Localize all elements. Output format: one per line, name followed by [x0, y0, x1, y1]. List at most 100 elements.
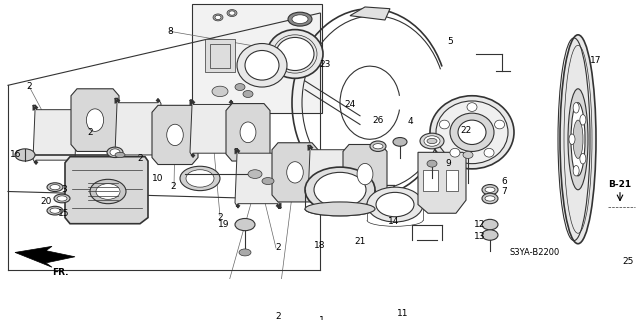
Ellipse shape: [50, 208, 60, 213]
Ellipse shape: [485, 187, 495, 192]
Ellipse shape: [580, 154, 586, 164]
Text: 23: 23: [319, 60, 331, 69]
Text: S3YA-B2200: S3YA-B2200: [510, 248, 560, 257]
Ellipse shape: [482, 193, 498, 204]
Text: 5: 5: [447, 37, 453, 46]
Ellipse shape: [186, 170, 214, 187]
Ellipse shape: [376, 192, 414, 217]
Ellipse shape: [569, 134, 575, 145]
Text: 13: 13: [474, 232, 486, 241]
Ellipse shape: [57, 196, 67, 201]
Text: 17: 17: [590, 56, 602, 65]
Ellipse shape: [287, 162, 303, 183]
Ellipse shape: [463, 151, 473, 158]
Ellipse shape: [115, 152, 125, 157]
Text: 22: 22: [460, 126, 472, 135]
Text: 6: 6: [501, 177, 507, 186]
Ellipse shape: [262, 178, 274, 185]
Text: 9: 9: [445, 159, 451, 168]
Text: 21: 21: [355, 237, 365, 246]
Text: 2: 2: [26, 82, 32, 91]
Text: 2: 2: [137, 154, 143, 163]
Text: 7: 7: [501, 187, 507, 196]
Ellipse shape: [212, 86, 228, 97]
Text: 15: 15: [58, 209, 70, 218]
Polygon shape: [340, 185, 395, 197]
Text: 11: 11: [397, 309, 409, 318]
Text: 16: 16: [10, 150, 22, 159]
Ellipse shape: [235, 219, 255, 231]
Ellipse shape: [96, 184, 120, 199]
Ellipse shape: [235, 84, 245, 91]
Polygon shape: [343, 145, 387, 204]
Ellipse shape: [436, 101, 508, 164]
Text: 25: 25: [622, 257, 634, 266]
Ellipse shape: [239, 249, 251, 256]
Text: 2: 2: [217, 213, 223, 222]
Ellipse shape: [440, 120, 449, 129]
Polygon shape: [71, 89, 119, 151]
Ellipse shape: [427, 160, 437, 167]
Polygon shape: [350, 7, 390, 20]
Ellipse shape: [107, 147, 123, 157]
Ellipse shape: [373, 144, 383, 149]
Text: 26: 26: [372, 116, 384, 124]
Polygon shape: [418, 152, 466, 213]
Ellipse shape: [86, 109, 104, 132]
Ellipse shape: [243, 91, 253, 98]
Ellipse shape: [15, 149, 35, 161]
Ellipse shape: [276, 37, 314, 70]
Ellipse shape: [573, 165, 579, 176]
Ellipse shape: [571, 103, 585, 176]
Polygon shape: [152, 105, 198, 164]
Text: 12: 12: [474, 220, 486, 229]
Ellipse shape: [370, 141, 386, 151]
Ellipse shape: [245, 51, 279, 80]
Ellipse shape: [227, 10, 237, 17]
Ellipse shape: [305, 167, 375, 212]
Ellipse shape: [420, 133, 444, 149]
Text: 2: 2: [170, 182, 176, 191]
Ellipse shape: [292, 15, 308, 23]
Text: 19: 19: [218, 220, 230, 229]
Text: 10: 10: [152, 174, 164, 183]
Ellipse shape: [110, 149, 120, 156]
Polygon shape: [33, 105, 77, 164]
Polygon shape: [226, 104, 270, 161]
Ellipse shape: [482, 230, 498, 240]
Ellipse shape: [482, 185, 498, 195]
Bar: [205, 39, 235, 72]
Ellipse shape: [288, 12, 312, 26]
Ellipse shape: [50, 185, 60, 190]
Text: FR.: FR.: [52, 268, 68, 277]
Bar: [192, 4, 322, 113]
Polygon shape: [115, 98, 161, 159]
Ellipse shape: [215, 15, 221, 20]
Ellipse shape: [229, 11, 235, 15]
Polygon shape: [272, 143, 318, 202]
Ellipse shape: [458, 120, 486, 145]
Ellipse shape: [393, 138, 407, 146]
Text: 18: 18: [314, 241, 326, 250]
Ellipse shape: [90, 179, 126, 204]
Polygon shape: [235, 149, 281, 208]
Ellipse shape: [430, 96, 514, 169]
Ellipse shape: [357, 164, 373, 185]
Polygon shape: [15, 246, 75, 267]
Bar: [446, 170, 458, 191]
Ellipse shape: [485, 196, 495, 201]
Ellipse shape: [573, 120, 583, 158]
Text: 14: 14: [388, 218, 400, 227]
Ellipse shape: [47, 183, 63, 191]
Ellipse shape: [47, 206, 63, 215]
Ellipse shape: [560, 35, 596, 244]
Text: 8: 8: [167, 27, 173, 36]
Ellipse shape: [180, 166, 220, 191]
Bar: [423, 170, 438, 191]
Ellipse shape: [450, 148, 460, 157]
Ellipse shape: [495, 120, 504, 129]
Ellipse shape: [213, 14, 223, 21]
Ellipse shape: [367, 187, 423, 222]
Polygon shape: [65, 157, 148, 224]
Ellipse shape: [482, 219, 498, 230]
